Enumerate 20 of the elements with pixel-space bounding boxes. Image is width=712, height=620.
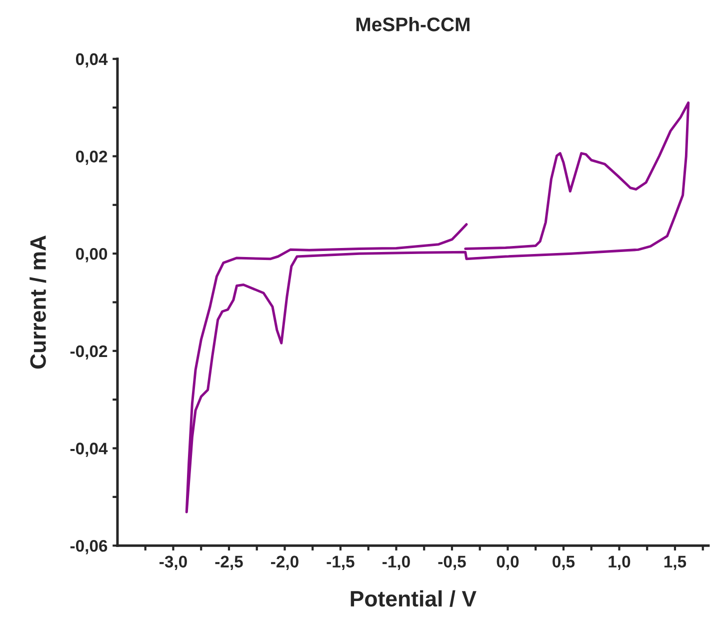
x-tick-label: 1,0 — [608, 556, 630, 570]
x-tick-label: -0,5 — [438, 556, 466, 570]
x-tick-label: -1,5 — [326, 556, 354, 570]
x-tick-label: 0,0 — [496, 556, 519, 570]
x-tick-label: 0,5 — [552, 556, 575, 570]
y-tick-label: -0,04 — [70, 442, 108, 457]
y-tick-label: -0,06 — [70, 540, 108, 554]
x-tick-label: -2,0 — [271, 556, 298, 570]
y-tick-label: 0,00 — [76, 248, 108, 262]
y-tick-label: 0,02 — [76, 150, 108, 165]
x-tick-label: 1,5 — [664, 556, 686, 570]
x-axis-title: Potential / V — [350, 590, 476, 607]
y-axis-title: Current / mA — [30, 236, 46, 369]
x-tick-label: -1,0 — [382, 556, 410, 570]
x-tick-label: -3,0 — [160, 556, 187, 570]
y-tick-label: -0,02 — [70, 345, 108, 360]
chart-title: MeSPh-CCM — [356, 17, 470, 32]
y-tick-label: 0,04 — [76, 53, 108, 68]
x-tick-label: -2,5 — [215, 556, 243, 570]
line-series — [185, 101, 690, 514]
